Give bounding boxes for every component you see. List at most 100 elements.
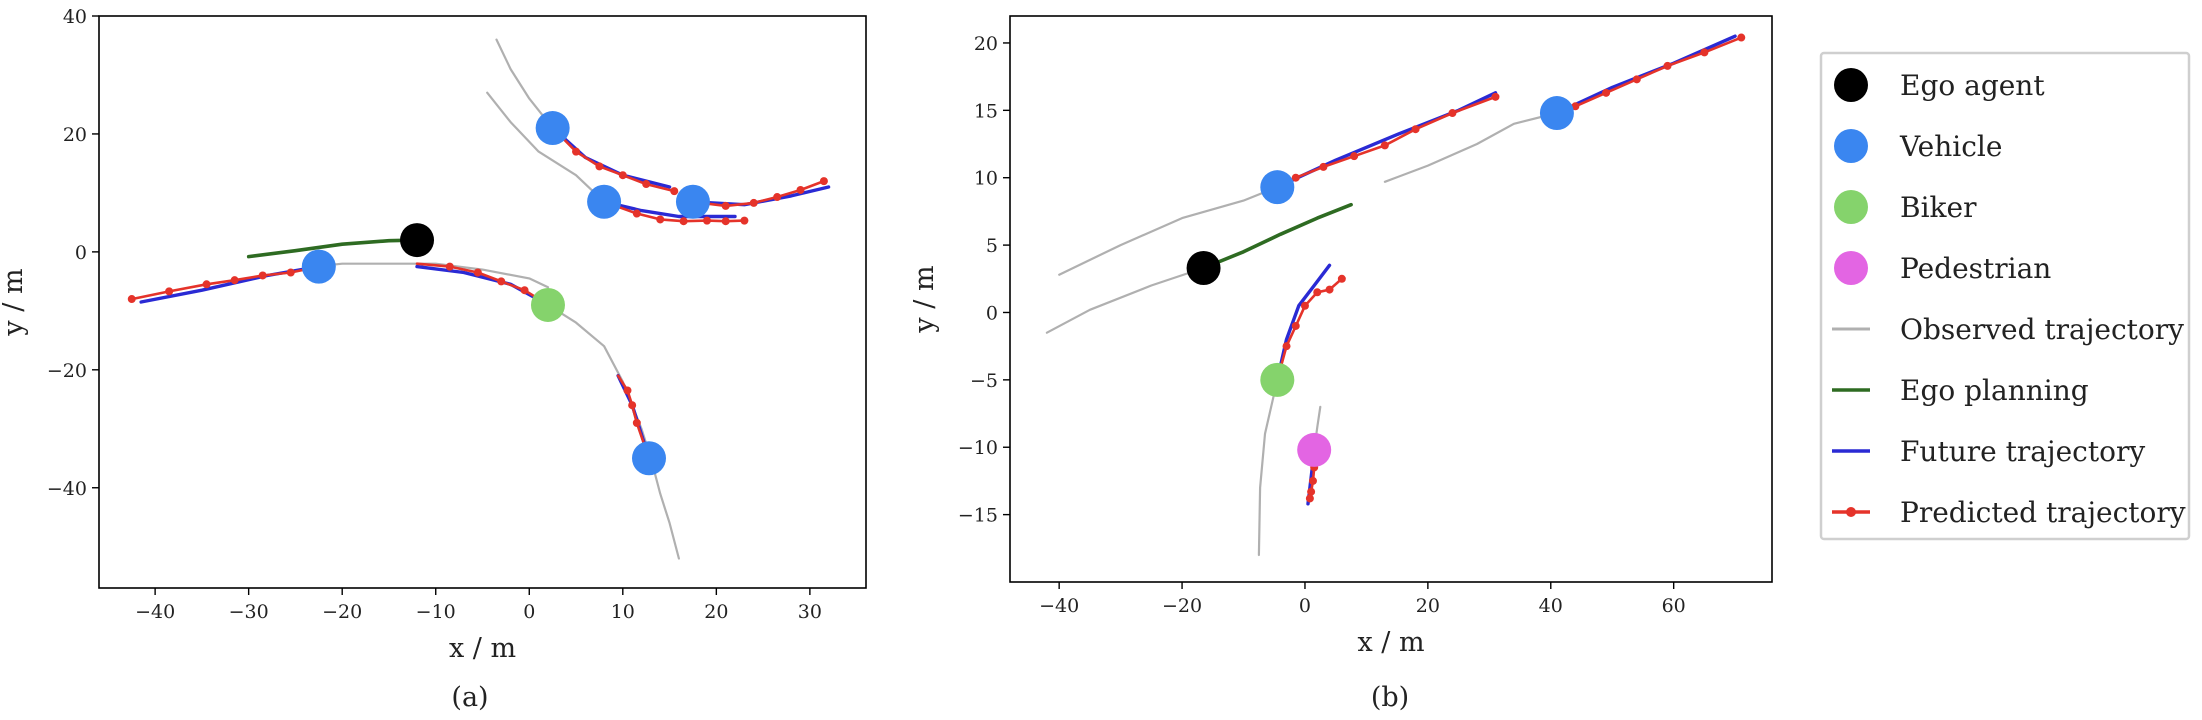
predicted-point xyxy=(628,401,637,410)
predicted-trajectory xyxy=(415,262,550,307)
predicted-point xyxy=(595,162,604,171)
future-trajectory xyxy=(1275,263,1332,382)
predicted-point xyxy=(1308,476,1317,485)
predicted-point xyxy=(165,287,174,296)
predicted-point xyxy=(1632,75,1641,84)
predicted-point xyxy=(230,276,239,285)
legend-item: Ego agent xyxy=(1834,68,2045,102)
ego-planning-trajectory xyxy=(1201,202,1353,270)
predicted-point xyxy=(623,386,632,395)
plot-frame xyxy=(98,15,867,589)
vehicle-marker xyxy=(587,184,622,219)
panel-caption: (a) xyxy=(451,682,488,713)
x-tick-label: 30 xyxy=(798,601,822,623)
legend-label: Predicted trajectory xyxy=(1900,496,2186,529)
predicted-trajectory xyxy=(1276,95,1497,189)
y-tick-label: 5 xyxy=(986,235,998,257)
x-tick-label: 40 xyxy=(1539,595,1563,617)
y-tick-label: 0 xyxy=(75,242,87,264)
predicted-point xyxy=(773,193,782,202)
y-tick-label: 20 xyxy=(974,33,998,55)
predicted-trajectory xyxy=(551,126,676,193)
y-tick-label: 15 xyxy=(974,100,998,122)
y-axis-label: y / m xyxy=(909,265,940,333)
legend-swatch-circle xyxy=(1834,68,1868,102)
legend-label: Observed trajectory xyxy=(1900,313,2184,346)
x-tick-label: −20 xyxy=(322,601,362,623)
predicted-point xyxy=(618,171,627,180)
legend-swatch-circle xyxy=(1834,251,1868,285)
legend: Ego agent Vehicle Biker Pedestrian Observed … xyxy=(1819,51,2191,541)
observed-trajectory xyxy=(1045,266,1205,334)
x-tick-label: −40 xyxy=(135,601,175,623)
x-axis-label: x / m xyxy=(449,633,516,664)
legend-label: Ego planning xyxy=(1900,374,2089,407)
y-tick-label: 10 xyxy=(974,168,998,190)
y-tick-label: −40 xyxy=(47,478,87,500)
future-trajectory xyxy=(415,264,550,307)
ego-marker xyxy=(400,223,435,258)
x-tick-label: −40 xyxy=(1039,595,1079,617)
legend-item: Pedestrian xyxy=(1834,251,2051,285)
legend-label: Vehicle xyxy=(1899,130,2002,163)
legend-swatch-circle xyxy=(1834,129,1868,163)
predicted-point xyxy=(1319,162,1328,171)
predicted-point xyxy=(445,262,454,271)
predicted-point xyxy=(202,280,211,289)
predicted-point xyxy=(1291,173,1300,182)
legend-item: Predicted trajectory xyxy=(1832,496,2186,529)
y-tick-label: 0 xyxy=(986,302,998,324)
y-axis-label: y / m xyxy=(0,268,29,336)
observed-trajectory xyxy=(313,262,550,289)
x-tick-label: 10 xyxy=(611,601,635,623)
y-tick-label: 40 xyxy=(63,6,87,28)
predicted-point xyxy=(702,216,711,225)
biker-marker xyxy=(1260,362,1295,397)
predicted-point xyxy=(819,177,828,186)
legend-label: Biker xyxy=(1900,191,1977,224)
predicted-point xyxy=(721,217,730,226)
biker-marker xyxy=(530,287,565,322)
predicted-point xyxy=(670,187,679,196)
vehicle-marker xyxy=(1260,170,1295,205)
predicted-point xyxy=(1700,48,1709,57)
legend-item: Ego planning xyxy=(1832,374,2089,407)
observed-trajectory xyxy=(495,38,554,130)
predicted-point xyxy=(1300,301,1309,310)
predicted-point xyxy=(1737,33,1746,42)
y-tick-label: 20 xyxy=(63,124,87,146)
predicted-point xyxy=(473,268,482,277)
observed-trajectory xyxy=(1257,378,1279,557)
panel-a: −40 −30 −20 −10 0 10 20 30 −40 −20 0 20 40 x / m y / m… xyxy=(0,6,867,713)
legend-swatch-dot xyxy=(1846,507,1856,517)
predicted-point xyxy=(642,180,651,189)
vehicle-marker xyxy=(631,441,666,476)
predicted-point xyxy=(572,147,581,156)
predicted-point xyxy=(1448,109,1457,118)
vehicle-marker xyxy=(301,249,336,284)
predicted-point xyxy=(1411,125,1420,134)
predicted-point xyxy=(497,277,506,286)
vehicle-marker xyxy=(535,111,570,146)
x-tick-label: 0 xyxy=(523,601,535,623)
vehicle-marker xyxy=(1539,96,1574,131)
predicted-point xyxy=(1491,92,1500,101)
predicted-point xyxy=(1602,88,1611,97)
observed-trajectory xyxy=(486,91,606,203)
ego-marker xyxy=(1186,251,1221,286)
observed-trajectory xyxy=(1383,111,1559,183)
predicted-point xyxy=(127,295,136,304)
y-tick-label: −15 xyxy=(958,505,998,527)
vehicle-marker xyxy=(675,184,710,219)
predicted-point xyxy=(1305,494,1314,503)
future-trajectory xyxy=(602,200,737,219)
plot-frame xyxy=(1009,15,1773,583)
predicted-point xyxy=(721,201,730,210)
x-axis-label: x / m xyxy=(1357,627,1424,658)
legend-item: Vehicle xyxy=(1834,129,2002,163)
predicted-point xyxy=(286,268,295,277)
legend-label: Pedestrian xyxy=(1900,252,2051,285)
x-tick-label: 20 xyxy=(704,601,728,623)
future-trajectory xyxy=(551,126,672,189)
predicted-point xyxy=(1313,288,1322,297)
